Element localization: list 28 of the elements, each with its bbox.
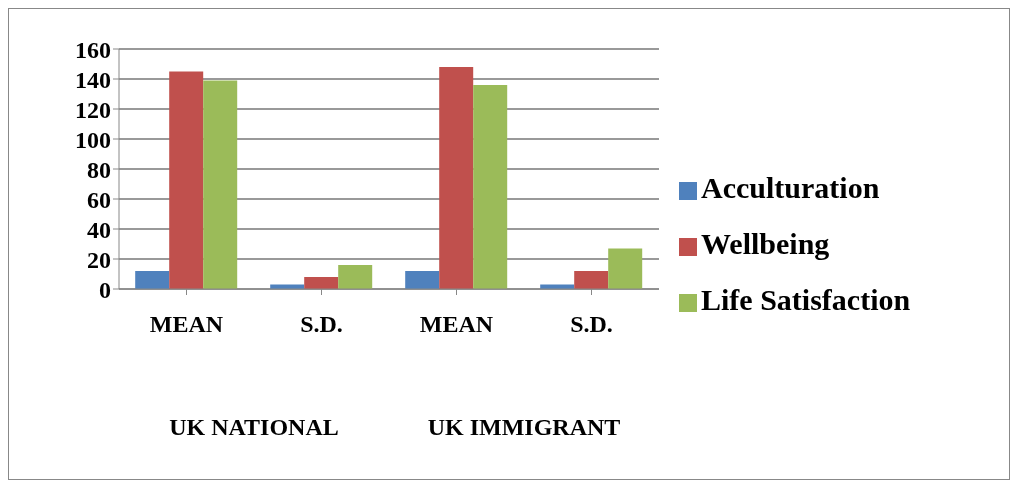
x-tick-label: MEAN	[419, 311, 494, 338]
bar	[608, 248, 643, 289]
y-tick-label: 20	[87, 246, 111, 273]
bar	[439, 67, 474, 289]
y-tick-label: 140	[75, 66, 111, 93]
text: UK NATIONAL	[168, 414, 340, 441]
bar	[169, 71, 204, 289]
bar	[203, 80, 238, 289]
x-tick-label: MEAN	[149, 311, 224, 338]
text: UK IMMIGRANT	[426, 414, 622, 441]
bar	[304, 277, 339, 289]
y-tick-label: 80	[87, 156, 111, 183]
y-tick-label: 40	[87, 216, 111, 243]
legend-label: Acculturation	[701, 171, 880, 204]
bar	[473, 85, 508, 289]
x-tick-label: S.D.	[570, 311, 613, 338]
bar	[135, 271, 170, 289]
legend-label: Wellbeing	[701, 227, 830, 260]
y-tick-label: 0	[99, 276, 111, 303]
bar	[405, 271, 440, 289]
y-tick-label: 100	[75, 126, 111, 153]
x-tick-label: S.D.	[300, 311, 343, 338]
legend-label: Life Satisfaction	[701, 283, 911, 316]
bar	[574, 271, 609, 289]
bar	[338, 265, 373, 289]
y-tick-label: 160	[75, 36, 111, 63]
y-tick-label: 120	[75, 96, 111, 123]
y-tick-label: 60	[87, 186, 111, 213]
